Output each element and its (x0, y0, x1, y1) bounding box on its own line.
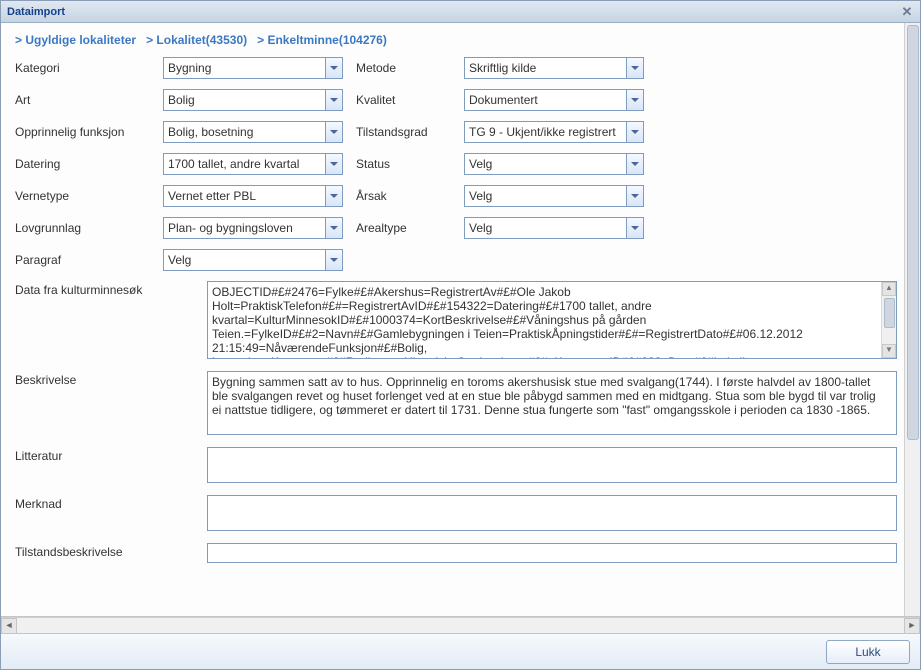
tilstandsgrad-value[interactable]: TG 9 - Ukjent/ikke registrert (464, 121, 644, 143)
breadcrumb: > Ugyldige lokaliteter > Lokalitet(43530… (1, 23, 903, 53)
arealtype-value[interactable]: Velg (464, 217, 644, 239)
footer: Lukk (1, 633, 920, 669)
breadcrumb-lokalitet[interactable]: > Lokalitet(43530) (146, 33, 247, 47)
data-fra-label: Data fra kulturminnesøk (15, 281, 199, 297)
kategori-select[interactable]: Bygning (163, 57, 343, 79)
kategori-value[interactable]: Bygning (163, 57, 343, 79)
scrollbar[interactable]: ▲ ▼ (881, 282, 896, 358)
data-fra-textarea-wrap: OBJECTID#£#2476=Fylke#£#Akershus=Registr… (207, 281, 897, 359)
kvalitet-label: Kvalitet (356, 93, 456, 107)
tilstandsgrad-label: Tilstandsgrad (356, 125, 456, 139)
kvalitet-select[interactable]: Dokumentert (464, 89, 644, 111)
chevron-down-icon[interactable] (626, 89, 644, 111)
chevron-down-icon[interactable] (626, 57, 644, 79)
chevron-down-icon[interactable] (325, 57, 343, 79)
merknad-row: Merknad (15, 495, 889, 531)
chevron-down-icon[interactable] (325, 153, 343, 175)
opprinnelig-funksjon-label: Opprinnelig funksjon (15, 125, 155, 139)
scroll-down-icon[interactable]: ▼ (882, 344, 896, 358)
chevron-down-icon[interactable] (626, 217, 644, 239)
chevron-down-icon[interactable] (626, 121, 644, 143)
lovgrunnlag-select[interactable]: Plan- og bygningsloven (163, 217, 343, 239)
beskrivelse-label: Beskrivelse (15, 371, 199, 387)
art-select[interactable]: Bolig (163, 89, 343, 111)
close-icon[interactable]: ✕ (900, 5, 914, 19)
datering-value[interactable]: 1700 tallet, andre kvartal (163, 153, 343, 175)
chevron-down-icon[interactable] (325, 89, 343, 111)
datering-select[interactable]: 1700 tallet, andre kvartal (163, 153, 343, 175)
scroll-right-icon[interactable]: ► (904, 618, 920, 634)
scroll-area: > Ugyldige lokaliteter > Lokalitet(43530… (1, 23, 920, 617)
opprinnelig-funksjon-value[interactable]: Bolig, bosetning (163, 121, 343, 143)
chevron-down-icon[interactable] (325, 249, 343, 271)
tilstandsbeskrivelse-row: Tilstandsbeskrivelse (15, 543, 889, 563)
metode-value[interactable]: Skriftlig kilde (464, 57, 644, 79)
arealtype-label: Arealtype (356, 221, 456, 235)
beskrivelse-row: Beskrivelse Bygning sammen satt av to hu… (15, 371, 889, 435)
scroll-content: > Ugyldige lokaliteter > Lokalitet(43530… (1, 23, 903, 617)
litteratur-row: Litteratur (15, 447, 889, 483)
datering-label: Datering (15, 157, 155, 171)
scroll-up-icon[interactable]: ▲ (882, 282, 896, 296)
form-grid: Kategori Bygning Metode Skriftlig kilde … (1, 53, 903, 271)
paragraf-value[interactable]: Velg (163, 249, 343, 271)
paragraf-select[interactable]: Velg (163, 249, 343, 271)
vertical-scrollbar[interactable] (904, 23, 920, 616)
chevron-down-icon[interactable] (626, 153, 644, 175)
horizontal-scrollbar[interactable]: ◄ ► (1, 617, 920, 633)
scroll-left-icon[interactable]: ◄ (1, 618, 17, 634)
kategori-label: Kategori (15, 61, 155, 75)
chevron-down-icon[interactable] (325, 121, 343, 143)
art-value[interactable]: Bolig (163, 89, 343, 111)
dataimport-window: Dataimport ✕ > Ugyldige lokaliteter > Lo… (0, 0, 921, 670)
scroll-thumb[interactable] (884, 298, 895, 328)
breadcrumb-enkeltminne[interactable]: > Enkeltminne(104276) (257, 33, 387, 47)
arsak-select[interactable]: Velg (464, 185, 644, 207)
titlebar: Dataimport ✕ (1, 1, 920, 23)
litteratur-textarea[interactable] (207, 447, 897, 483)
arsak-value[interactable]: Velg (464, 185, 644, 207)
window-title: Dataimport (7, 6, 65, 18)
litteratur-label: Litteratur (15, 447, 199, 463)
chevron-down-icon[interactable] (325, 185, 343, 207)
lovgrunnlag-label: Lovgrunnlag (15, 221, 155, 235)
window-body: > Ugyldige lokaliteter > Lokalitet(43530… (1, 23, 920, 669)
vernetype-select[interactable]: Vernet etter PBL (163, 185, 343, 207)
tilstandsgrad-select[interactable]: TG 9 - Ukjent/ikke registrert (464, 121, 644, 143)
merknad-label: Merknad (15, 495, 199, 511)
arsak-label: Årsak (356, 189, 456, 203)
art-label: Art (15, 93, 155, 107)
lovgrunnlag-value[interactable]: Plan- og bygningsloven (163, 217, 343, 239)
tilstandsbeskrivelse-textarea[interactable] (207, 543, 897, 563)
kvalitet-value[interactable]: Dokumentert (464, 89, 644, 111)
vernetype-label: Vernetype (15, 189, 155, 203)
status-select[interactable]: Velg (464, 153, 644, 175)
opprinnelig-funksjon-select[interactable]: Bolig, bosetning (163, 121, 343, 143)
beskrivelse-textarea[interactable]: Bygning sammen satt av to hus. Opprinnel… (207, 371, 897, 435)
arealtype-select[interactable]: Velg (464, 217, 644, 239)
metode-label: Metode (356, 61, 456, 75)
chevron-down-icon[interactable] (325, 217, 343, 239)
chevron-down-icon[interactable] (626, 185, 644, 207)
status-label: Status (356, 157, 456, 171)
lukk-button[interactable]: Lukk (826, 640, 910, 664)
scroll-thumb[interactable] (907, 25, 919, 440)
tilstandsbeskrivelse-label: Tilstandsbeskrivelse (15, 543, 199, 559)
merknad-textarea[interactable] (207, 495, 897, 531)
metode-select[interactable]: Skriftlig kilde (464, 57, 644, 79)
breadcrumb-ugyldige[interactable]: > Ugyldige lokaliteter (15, 33, 136, 47)
paragraf-label: Paragraf (15, 253, 155, 267)
data-fra-row: Data fra kulturminnesøk OBJECTID#£#2476=… (15, 281, 889, 359)
status-value[interactable]: Velg (464, 153, 644, 175)
data-fra-textarea[interactable]: OBJECTID#£#2476=Fylke#£#Akershus=Registr… (207, 281, 897, 359)
wide-rows: Data fra kulturminnesøk OBJECTID#£#2476=… (1, 271, 903, 563)
vernetype-value[interactable]: Vernet etter PBL (163, 185, 343, 207)
